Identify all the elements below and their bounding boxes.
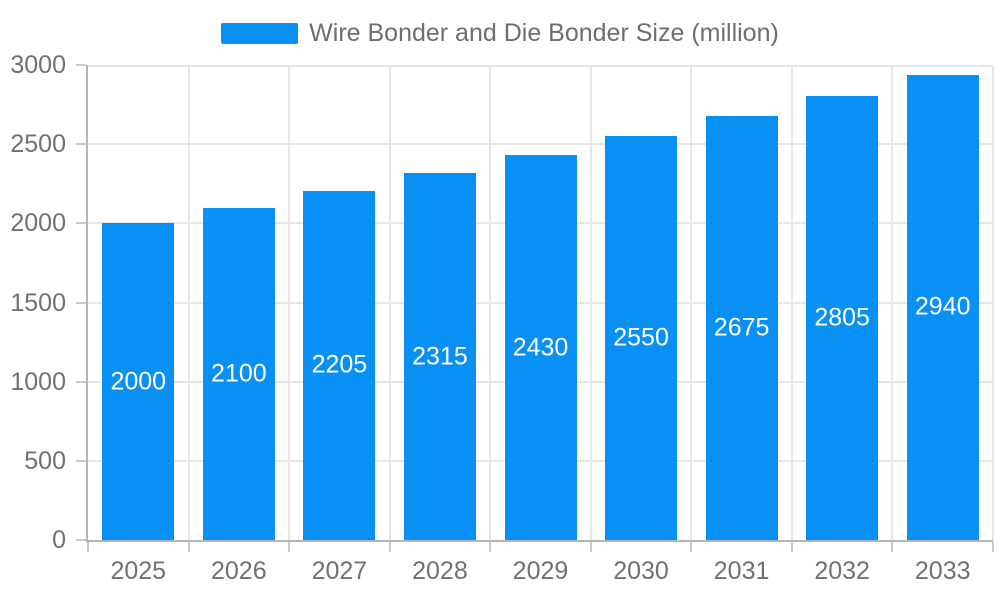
x-axis-label: 2026 bbox=[211, 557, 267, 585]
x-axis-tick bbox=[992, 542, 994, 552]
y-axis-tick bbox=[76, 459, 86, 462]
x-axis-tick bbox=[589, 542, 592, 552]
x-axis-tick bbox=[790, 542, 793, 552]
bar[interactable]: 2000 bbox=[102, 223, 175, 540]
x-axis-label: 2032 bbox=[814, 557, 870, 585]
bar-value-label: 2315 bbox=[412, 342, 468, 371]
x-axis-label: 2025 bbox=[110, 557, 167, 585]
bar-value-label: 2550 bbox=[613, 323, 669, 352]
gridline-vertical bbox=[690, 65, 693, 540]
x-axis-label: 2028 bbox=[412, 557, 468, 585]
y-axis-line bbox=[86, 65, 88, 542]
bar-value-label: 2805 bbox=[814, 303, 870, 332]
gridline-horizontal bbox=[88, 65, 993, 67]
bar-value-label: 2940 bbox=[914, 292, 971, 321]
y-axis-tick bbox=[76, 539, 86, 541]
x-axis-line bbox=[86, 540, 993, 542]
y-axis-label: 500 bbox=[24, 446, 66, 475]
legend-swatch[interactable] bbox=[221, 22, 299, 44]
y-axis-label: 1500 bbox=[10, 288, 66, 317]
plot-area: 2000 2100 2205 2315 2430 2550 2675 2805 2940 bbox=[76, 64, 994, 552]
gridline-vertical bbox=[891, 65, 894, 540]
y-axis-tick bbox=[76, 301, 86, 304]
gridline-vertical bbox=[187, 65, 190, 540]
bar-value-label: 2675 bbox=[713, 313, 770, 342]
gridline-vertical bbox=[489, 65, 492, 540]
y-axis-tick bbox=[76, 380, 86, 383]
bar[interactable]: 2805 bbox=[806, 95, 879, 540]
y-axis-label: 1000 bbox=[10, 367, 66, 396]
gridline-vertical bbox=[288, 65, 291, 540]
x-axis-tick bbox=[187, 542, 190, 552]
bar[interactable]: 2315 bbox=[403, 173, 476, 540]
x-axis-label: 2031 bbox=[713, 557, 770, 585]
y-axis-label: 3000 bbox=[10, 51, 66, 79]
bar[interactable]: 2205 bbox=[303, 190, 376, 540]
bar[interactable]: 2100 bbox=[202, 207, 275, 540]
x-axis-label: 2030 bbox=[613, 557, 669, 585]
gridline-horizontal bbox=[88, 143, 993, 146]
x-axis-tick bbox=[489, 542, 492, 552]
y-axis-tick bbox=[76, 143, 86, 146]
x-axis-labels: 2025 2026 2027 2028 2029 2030 2031 2032 2033 bbox=[88, 556, 993, 586]
bar[interactable]: 2430 bbox=[504, 155, 577, 540]
gridline-vertical bbox=[589, 65, 592, 540]
bar[interactable]: 2550 bbox=[605, 136, 678, 540]
y-axis-label: 2500 bbox=[10, 130, 66, 159]
x-axis-tick bbox=[288, 542, 291, 552]
y-axis-tick bbox=[76, 222, 86, 225]
x-axis-label: 2029 bbox=[512, 557, 569, 585]
x-axis-tick bbox=[690, 542, 693, 552]
legend[interactable]: Wire Bonder and Die Bonder Size (million… bbox=[0, 20, 1000, 46]
x-axis-label: 2033 bbox=[914, 557, 971, 585]
bar-value-label: 2000 bbox=[110, 367, 167, 396]
x-axis-tick bbox=[891, 542, 894, 552]
x-axis-tick bbox=[87, 542, 89, 552]
x-axis-tick bbox=[388, 542, 391, 552]
gridline-vertical bbox=[388, 65, 391, 540]
gridline-vertical bbox=[790, 65, 793, 540]
y-axis-labels: 0 500 1000 1500 2000 2500 3000 bbox=[0, 51, 74, 554]
y-axis-tick bbox=[76, 64, 86, 66]
y-axis-label: 0 bbox=[52, 526, 66, 554]
bar-value-label: 2100 bbox=[211, 359, 267, 388]
legend-label: Wire Bonder and Die Bonder Size (million… bbox=[309, 19, 779, 47]
bar-value-label: 2205 bbox=[311, 350, 368, 379]
bar[interactable]: 2675 bbox=[705, 116, 778, 540]
bar[interactable]: 2940 bbox=[906, 74, 979, 540]
bar-value-label: 2430 bbox=[512, 333, 569, 362]
x-axis-label: 2027 bbox=[311, 557, 368, 585]
y-axis-label: 2000 bbox=[10, 209, 66, 238]
gridline-vertical bbox=[992, 65, 994, 540]
